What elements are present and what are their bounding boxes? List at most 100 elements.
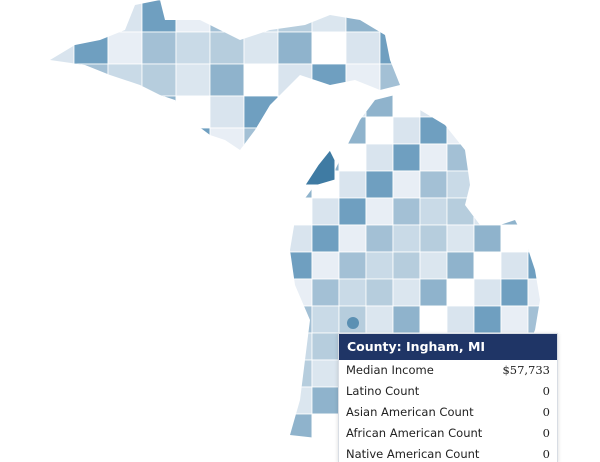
county xyxy=(446,278,475,307)
county xyxy=(290,305,313,334)
tooltip-row: Native American Count 0 xyxy=(339,444,557,462)
county xyxy=(277,0,313,33)
county xyxy=(338,197,367,226)
county xyxy=(107,127,143,150)
county xyxy=(175,0,211,33)
county xyxy=(175,95,211,129)
row-label: African American Count xyxy=(346,426,483,440)
county xyxy=(311,95,340,118)
county xyxy=(290,116,313,145)
county xyxy=(290,251,313,280)
tooltip: County: Ingham, MI Median Income $57,733 L… xyxy=(338,333,558,462)
county xyxy=(365,95,394,118)
county xyxy=(141,127,177,150)
county xyxy=(379,63,400,97)
county xyxy=(365,305,394,334)
county xyxy=(73,63,109,97)
county xyxy=(446,224,475,253)
county xyxy=(365,116,394,145)
county xyxy=(243,63,279,97)
county xyxy=(500,278,529,307)
county xyxy=(338,95,367,118)
county xyxy=(243,0,279,33)
county xyxy=(243,31,279,65)
county xyxy=(290,386,313,415)
county xyxy=(473,251,502,280)
county xyxy=(311,251,340,280)
county xyxy=(50,31,75,65)
county xyxy=(527,251,540,280)
county xyxy=(446,197,475,226)
county xyxy=(473,224,502,253)
county xyxy=(73,0,109,33)
county xyxy=(473,95,502,118)
tooltip-row: Asian American Count 0 xyxy=(339,402,557,423)
county xyxy=(473,305,502,334)
county xyxy=(311,63,347,97)
county xyxy=(473,143,502,172)
county xyxy=(345,31,381,65)
county xyxy=(500,170,529,199)
county xyxy=(347,317,359,329)
county xyxy=(345,63,381,97)
county xyxy=(175,31,211,65)
county xyxy=(527,116,540,145)
county xyxy=(285,441,312,462)
county xyxy=(392,278,421,307)
county xyxy=(175,63,211,97)
county xyxy=(446,305,475,334)
county xyxy=(277,95,313,129)
county xyxy=(338,143,367,172)
county xyxy=(446,116,475,145)
county xyxy=(311,197,340,226)
tooltip-row: Latino Count 0 xyxy=(339,381,557,402)
county xyxy=(290,278,313,307)
county xyxy=(338,116,367,145)
county xyxy=(243,95,279,129)
county xyxy=(527,224,540,253)
county xyxy=(527,143,540,172)
county xyxy=(50,63,75,97)
county xyxy=(209,63,245,97)
county xyxy=(527,278,540,307)
county xyxy=(473,278,502,307)
row-label: Median Income xyxy=(346,363,434,377)
tooltip-title: County: Ingham, MI xyxy=(339,334,557,360)
county xyxy=(311,31,347,65)
row-label: Native American Count xyxy=(346,447,480,461)
county xyxy=(290,143,313,172)
county xyxy=(338,170,367,199)
county xyxy=(419,116,448,145)
county xyxy=(311,95,347,129)
row-label: Asian American Count xyxy=(346,405,474,419)
county xyxy=(311,305,340,334)
county xyxy=(500,95,529,118)
county xyxy=(290,95,313,118)
county xyxy=(338,251,367,280)
tooltip-rows: Median Income $57,733 Latino Count 0 Asian A… xyxy=(339,360,557,462)
county xyxy=(419,197,448,226)
county xyxy=(473,170,502,199)
county xyxy=(50,0,75,33)
county xyxy=(419,143,448,172)
county xyxy=(419,278,448,307)
county xyxy=(365,197,394,226)
row-value: 0 xyxy=(542,405,550,419)
county xyxy=(290,332,313,361)
county xyxy=(277,127,313,150)
row-value: 0 xyxy=(542,384,550,398)
county xyxy=(392,116,421,145)
county xyxy=(243,127,279,150)
county xyxy=(304,149,336,186)
county xyxy=(500,197,529,226)
county xyxy=(419,251,448,280)
county xyxy=(500,224,529,253)
county xyxy=(290,413,313,440)
row-value: $57,733 xyxy=(502,363,550,377)
county xyxy=(500,143,529,172)
county xyxy=(338,278,367,307)
tooltip-row: Median Income $57,733 xyxy=(339,360,557,381)
county xyxy=(311,332,340,361)
county xyxy=(209,95,245,129)
